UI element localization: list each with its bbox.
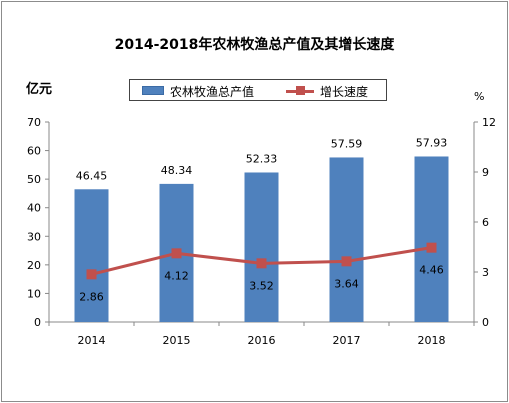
right-tick-label: 6 (482, 216, 489, 229)
growth-point (426, 242, 437, 253)
chart-title: 2014-2018年农林牧渔总产值及其增长速度 (114, 37, 395, 53)
legend: 农林牧渔总产值 增长速度 (129, 79, 387, 101)
left-tick-label: 50 (27, 173, 41, 186)
bar-value-label: 57.93 (416, 136, 448, 149)
left-axis-unit: 亿元 (26, 82, 53, 97)
growth-value-label: 4.12 (164, 269, 189, 282)
growth-point (171, 248, 182, 259)
left-tick-label: 70 (27, 116, 41, 129)
legend-bar-label: 农林牧渔总产值 (170, 85, 255, 99)
growth-value-label: 4.46 (419, 264, 444, 277)
x-tick-label: 2016 (248, 334, 276, 347)
left-tick-label: 60 (27, 145, 41, 158)
left-tick-label: 10 (27, 287, 41, 300)
left-tick-label: 30 (27, 230, 41, 243)
bar-value-label: 46.45 (76, 169, 108, 182)
growth-point (86, 269, 97, 280)
left-tick-label: 20 (27, 259, 41, 272)
x-tick-label: 2018 (418, 334, 446, 347)
legend-line-label: 增长速度 (320, 85, 369, 99)
bar (329, 157, 364, 322)
bar-value-label: 52.33 (246, 152, 278, 165)
growth-point (341, 256, 352, 267)
right-axis-unit: % (474, 90, 485, 103)
left-tick-label: 0 (34, 316, 41, 329)
right-tick-label: 9 (482, 166, 489, 179)
x-tick-label: 2015 (163, 334, 191, 347)
x-tick-label: 2017 (333, 334, 361, 347)
growth-value-label: 3.52 (249, 279, 274, 292)
legend-line-marker (296, 86, 305, 95)
growth-value-label: 2.86 (79, 290, 104, 303)
right-tick-label: 12 (482, 116, 496, 129)
legend-bar-swatch (142, 86, 164, 95)
bar-value-label: 48.34 (161, 164, 193, 177)
right-tick-label: 3 (482, 266, 489, 279)
left-tick-label: 40 (27, 202, 41, 215)
bar (244, 172, 279, 322)
bar (414, 156, 449, 322)
x-tick-label: 2014 (78, 334, 106, 347)
bar-value-label: 57.59 (331, 137, 363, 150)
growth-point (256, 258, 267, 269)
growth-value-label: 3.64 (334, 277, 359, 290)
right-tick-label: 0 (482, 316, 489, 329)
bar (74, 189, 109, 322)
